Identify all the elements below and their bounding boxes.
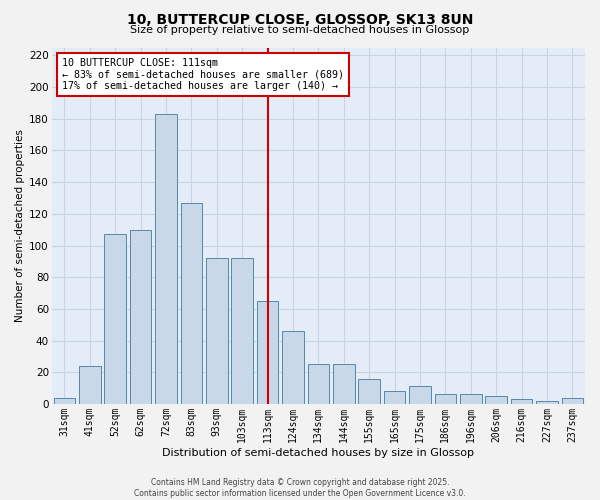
- Y-axis label: Number of semi-detached properties: Number of semi-detached properties: [15, 130, 25, 322]
- Bar: [155, 114, 177, 404]
- Bar: [181, 202, 202, 404]
- Bar: [333, 364, 355, 404]
- Bar: [384, 391, 406, 404]
- Bar: [308, 364, 329, 404]
- Bar: [562, 398, 583, 404]
- Bar: [79, 366, 101, 404]
- Text: Size of property relative to semi-detached houses in Glossop: Size of property relative to semi-detach…: [130, 25, 470, 35]
- Bar: [104, 234, 126, 404]
- Bar: [409, 386, 431, 404]
- Bar: [282, 331, 304, 404]
- Text: Contains HM Land Registry data © Crown copyright and database right 2025.
Contai: Contains HM Land Registry data © Crown c…: [134, 478, 466, 498]
- Bar: [511, 399, 532, 404]
- Bar: [485, 396, 507, 404]
- Bar: [53, 398, 75, 404]
- Bar: [358, 378, 380, 404]
- Bar: [232, 258, 253, 404]
- Bar: [434, 394, 456, 404]
- Bar: [460, 394, 482, 404]
- Text: 10, BUTTERCUP CLOSE, GLOSSOP, SK13 8UN: 10, BUTTERCUP CLOSE, GLOSSOP, SK13 8UN: [127, 12, 473, 26]
- Bar: [257, 301, 278, 404]
- Text: 10 BUTTERCUP CLOSE: 111sqm
← 83% of semi-detached houses are smaller (689)
17% o: 10 BUTTERCUP CLOSE: 111sqm ← 83% of semi…: [62, 58, 344, 92]
- Bar: [536, 400, 557, 404]
- X-axis label: Distribution of semi-detached houses by size in Glossop: Distribution of semi-detached houses by …: [163, 448, 475, 458]
- Bar: [130, 230, 151, 404]
- Bar: [206, 258, 227, 404]
